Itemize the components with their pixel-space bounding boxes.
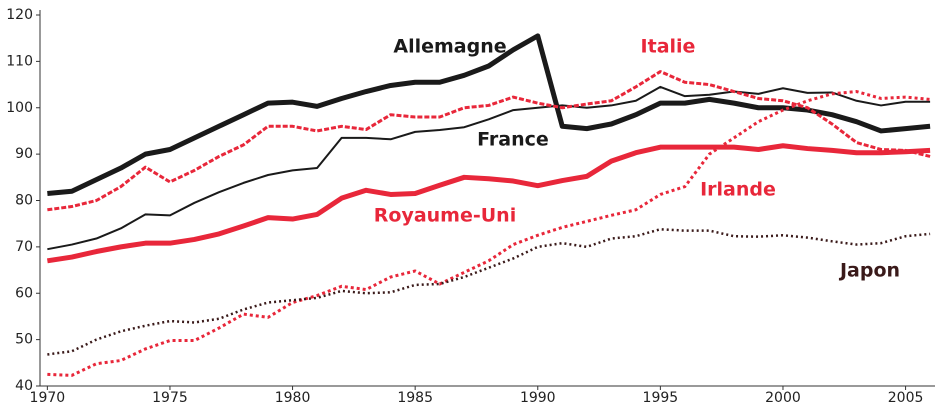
y-tick-label: 120 <box>6 7 33 23</box>
series-label: Allemagne <box>393 36 506 58</box>
y-tick-label: 70 <box>15 239 33 255</box>
x-tick-label: 1985 <box>397 390 433 406</box>
x-tick-label: 1990 <box>520 390 556 406</box>
x-tick-label: 2005 <box>888 390 924 406</box>
y-tick-label: 90 <box>15 146 33 162</box>
y-tick-label: 40 <box>15 378 33 394</box>
series-line <box>47 90 931 377</box>
y-tick-label: 50 <box>15 332 33 348</box>
y-tick-label: 110 <box>6 53 33 69</box>
series-line <box>46 143 931 264</box>
y-tick-label: 80 <box>15 193 33 209</box>
x-tick-label: 1970 <box>30 390 66 406</box>
x-tick-label: 2000 <box>765 390 801 406</box>
series-line <box>47 228 931 356</box>
series-label: Japon <box>838 260 900 282</box>
series-line <box>47 70 931 212</box>
series-line <box>47 85 931 251</box>
series-line <box>47 33 931 197</box>
x-tick-label: 1980 <box>275 390 311 406</box>
x-tick-label: 1975 <box>152 390 188 406</box>
y-tick-label: 100 <box>6 100 33 116</box>
x-tick-label: 1995 <box>643 390 679 406</box>
series-label: France <box>477 129 549 151</box>
series-label: Irlande <box>700 179 776 201</box>
series-label: Italie <box>641 36 696 58</box>
y-tick-label: 60 <box>15 285 33 301</box>
series-label: Royaume-Uni <box>374 205 516 227</box>
